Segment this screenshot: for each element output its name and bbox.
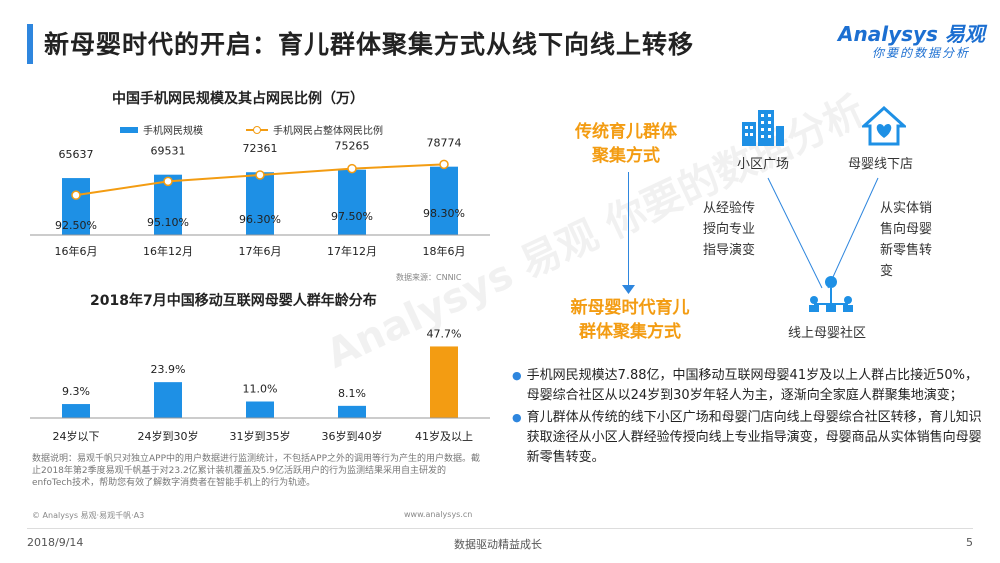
- chart2-x-tick: 36岁到40岁: [322, 429, 383, 443]
- chart2-bar-label: 23.9%: [151, 363, 186, 376]
- down-arrow-head: [622, 285, 635, 294]
- chart1-legend-line: 手机网民占整体网民比例: [246, 122, 383, 137]
- new-era-heading-line2: 群体聚集方式: [579, 322, 681, 342]
- house-heart-icon: [862, 106, 906, 146]
- chart2-x-tick: 31岁到35岁: [230, 429, 291, 443]
- bullet-item: ● 育儿群体从传统的线下小区广场和母婴门店向线上母婴综合社区转移，育儿知识获取途…: [512, 408, 982, 468]
- bullet-dot-icon: ●: [512, 411, 522, 424]
- node-store: 母婴线下店: [848, 157, 914, 172]
- node-online: 线上母婴社区: [788, 326, 867, 341]
- chart2-bar-label: 47.7%: [427, 327, 462, 340]
- chart2-svg: 9.3% 24岁以下 23.9% 24岁到30岁 11.0% 31岁到35岁 8.1% 36岁…: [30, 327, 490, 443]
- footer-slogan: 数据驱动精益成长: [454, 538, 542, 551]
- left-text-line1: 从经验传: [703, 201, 756, 216]
- chart1-line-label: 95.10%: [147, 216, 189, 229]
- chart2-bar: [154, 382, 182, 418]
- chart2-bar-label: 9.3%: [62, 385, 90, 398]
- chart1-title: 中国手机网民规模及其占网民比例（万）: [112, 91, 364, 107]
- chart1-bar-label: 78774: [427, 137, 462, 150]
- copyright: © Analysys 易观·易观千帆·A3: [32, 511, 145, 520]
- website: www.analysys.cn: [404, 510, 473, 519]
- chart1-line-label: 98.30%: [423, 207, 465, 220]
- left-text-line3: 指导演变: [703, 243, 756, 258]
- chart1-bar-label: 72361: [243, 142, 278, 155]
- chart1-bar-label: 69531: [151, 145, 186, 158]
- footer-date: 2018/9/14: [27, 536, 84, 549]
- traditional-heading: 传统育儿群体 聚集方式: [556, 120, 696, 168]
- new-era-heading: 新母婴时代育儿 群体聚集方式: [550, 296, 710, 344]
- chart1-x-tick: 16年12月: [143, 244, 193, 258]
- chart1-line-point: [439, 159, 449, 170]
- traditional-heading-line1: 传统育儿群体: [575, 122, 677, 142]
- logo: Analysys 易观: [838, 22, 985, 46]
- chart1-legend-bar: 手机网民规模: [120, 122, 203, 137]
- summary-bullets: ● 手机网民规模达7.88亿，中国移动互联网母婴41岁及以上人群占比接近50%，…: [512, 366, 982, 470]
- community-network-icon: [809, 276, 853, 312]
- title-accent-bar: [27, 24, 33, 64]
- chart1-line-point: [163, 176, 173, 187]
- chart1-x-tick: 16年6月: [55, 244, 98, 258]
- bullet-dot-icon: ●: [512, 369, 522, 382]
- chart2-bar: [430, 346, 458, 418]
- data-note: 数据说明：易观千帆只对独立APP中的用户数据进行监测统计，不包括APP之外的调用…: [32, 454, 481, 488]
- right-transition-text: 从实体销 售向母婴 新零售转 变: [880, 198, 932, 282]
- legend-line-label: 手机网民占整体网民比例: [273, 126, 383, 137]
- chart1-x-tick: 18年6月: [423, 244, 466, 258]
- traditional-heading-line2: 聚集方式: [592, 146, 660, 166]
- chart1-line-label: 97.50%: [331, 210, 373, 223]
- new-era-heading-line1: 新母婴时代育儿: [570, 298, 690, 318]
- chart1-svg: 65637 92.50% 16年6月 69531 95.10% 16年12月 72361 96…: [30, 137, 490, 258]
- data-source: 数据来源：CNNIC: [396, 273, 462, 282]
- chart1-x-tick: 17年12月: [327, 244, 377, 258]
- footer-divider: [27, 528, 973, 529]
- right-text-line2: 售向母婴: [880, 222, 933, 237]
- page-number: 5: [966, 536, 973, 549]
- chart1-bar: [246, 172, 274, 235]
- chart2-title: 2018年7月中国移动互联网母婴人群年龄分布: [90, 293, 377, 309]
- bullet-text: 育儿群体从传统的线下小区广场和母婴门店向线上母婴综合社区转移，育儿知识获取途径从…: [526, 410, 982, 465]
- down-arrow-line: [628, 172, 629, 288]
- building-icon: [742, 110, 784, 146]
- legend-bar-label: 手机网民规模: [143, 126, 203, 137]
- connector-lines: [767, 177, 879, 289]
- chart1-line-label: 92.50%: [55, 219, 97, 232]
- chart1-bar: [338, 169, 366, 235]
- chart2-bar-label: 11.0%: [243, 383, 278, 396]
- chart1-x-tick: 17年6月: [239, 244, 282, 258]
- chart2-x-tick: 24岁到30岁: [138, 429, 199, 443]
- page-title: 新母婴时代的开启：育儿群体聚集方式从线下向线上转移: [44, 30, 695, 59]
- left-text-line2: 授向专业: [703, 222, 756, 237]
- chart2-bar: [246, 401, 274, 418]
- chart2-bar: [338, 405, 366, 418]
- legend-bar-swatch: [120, 126, 138, 133]
- right-text-line1: 从实体销: [880, 201, 933, 216]
- chart1-line-point: [255, 170, 265, 180]
- chart1-line-label: 96.30%: [239, 213, 281, 226]
- chart1-bar: [430, 166, 458, 235]
- right-text-line4: 变: [880, 264, 894, 279]
- bullet-text: 手机网民规模达7.88亿，中国移动互联网母婴41岁及以上人群占比接近50%，母婴…: [526, 368, 978, 403]
- chart2-x-tick: 41岁及以上: [415, 429, 473, 443]
- chart2-bar-label: 8.1%: [338, 387, 366, 400]
- chart1-bar-label: 75265: [335, 140, 370, 153]
- chart2-bar: [62, 404, 90, 418]
- node-community: 小区广场: [737, 157, 790, 172]
- left-transition-text: 从经验传 授向专业 指导演变: [703, 198, 755, 261]
- legend-line-swatch: [246, 125, 268, 134]
- right-text-line3: 新零售转: [880, 243, 933, 258]
- bullet-item: ● 手机网民规模达7.88亿，中国移动互联网母婴41岁及以上人群占比接近50%，…: [512, 366, 982, 406]
- chart2-x-tick: 24岁以下: [53, 429, 100, 443]
- chart1-bar: [62, 178, 90, 235]
- chart1-line-point: [71, 190, 81, 200]
- chart1-line-point: [347, 163, 357, 174]
- chart1-bar-label: 65637: [59, 148, 94, 161]
- logo-slogan: 你要的数据分析: [872, 46, 971, 60]
